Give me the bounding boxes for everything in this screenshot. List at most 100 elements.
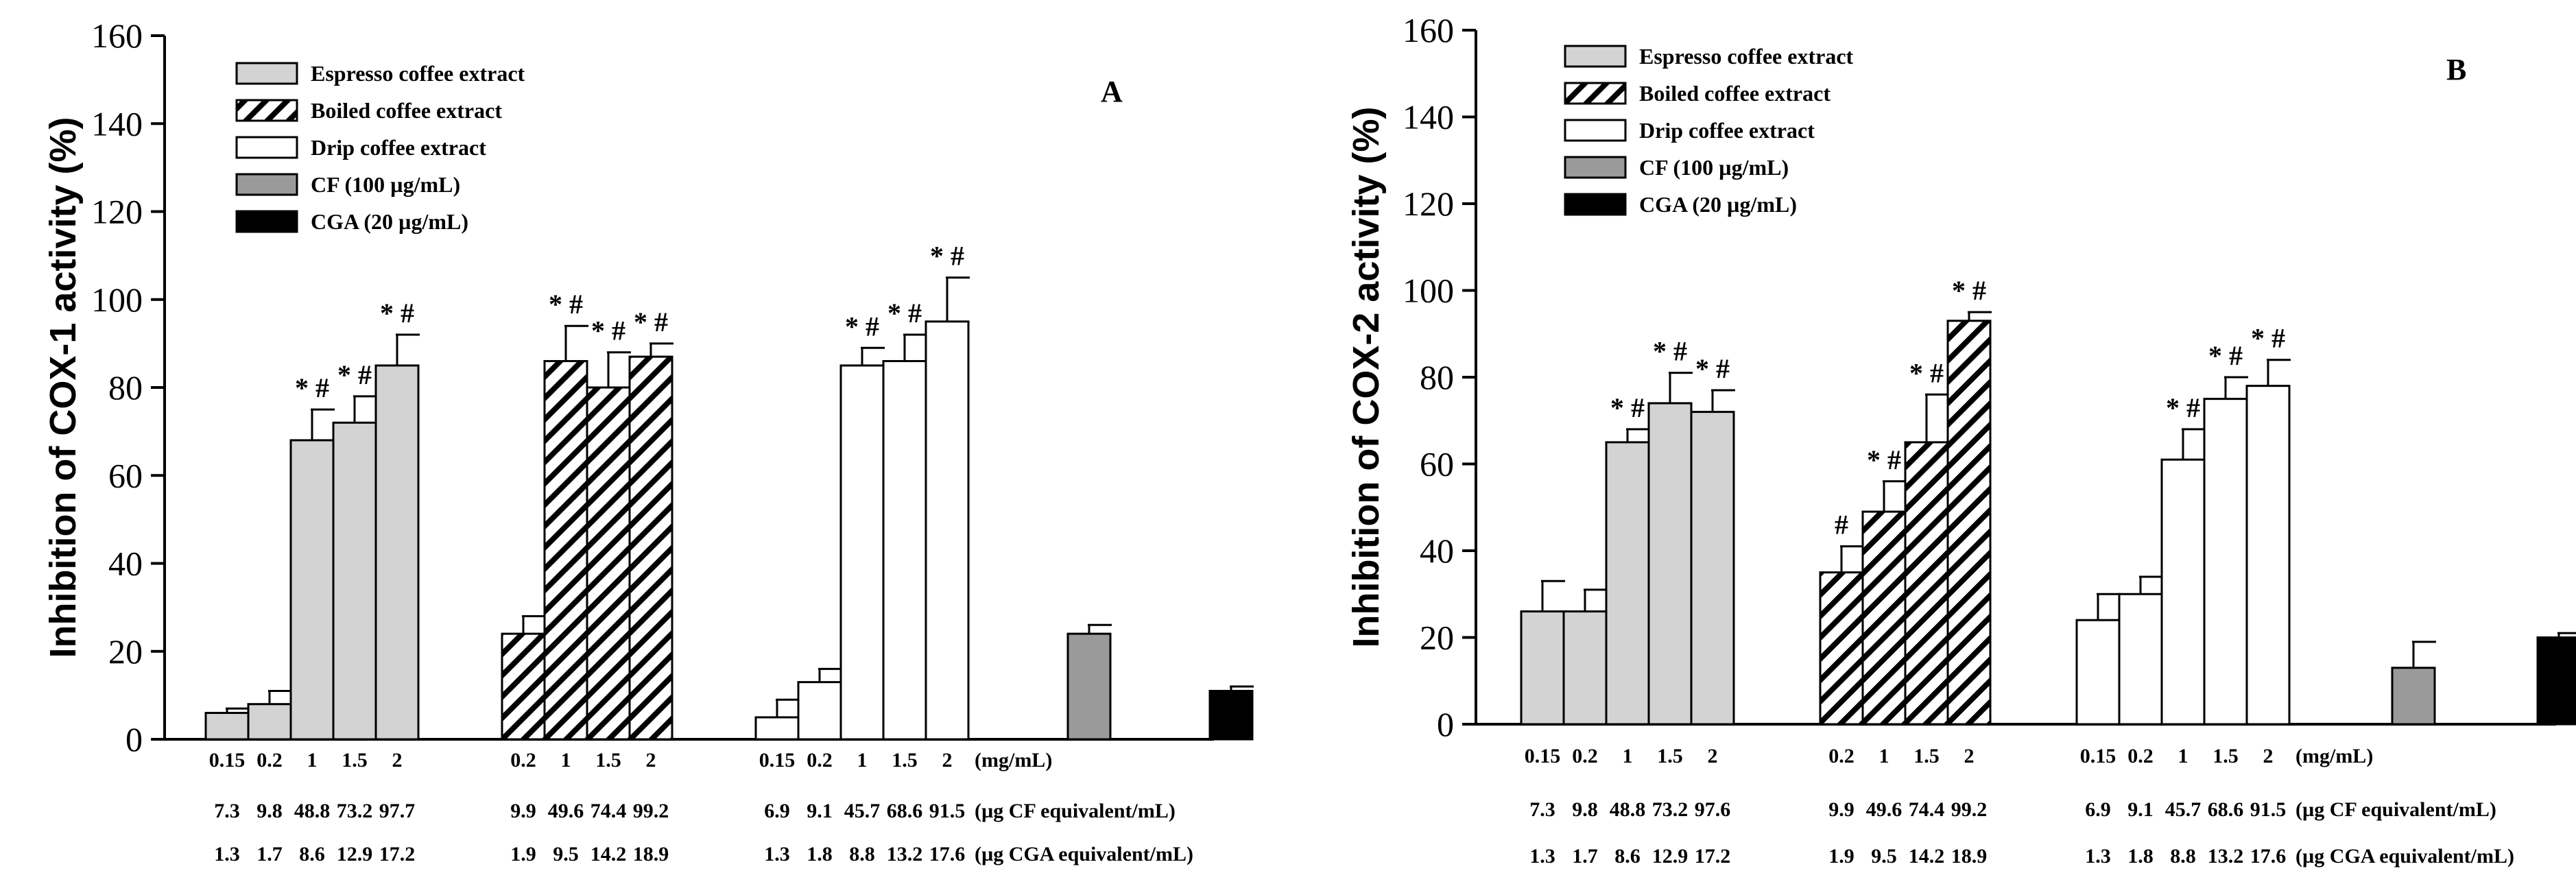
- x-tick-label: 9.1: [2127, 798, 2154, 821]
- legend-swatch-espresso: [235, 62, 298, 85]
- bar-boiled: [1904, 441, 1949, 726]
- y-tick-label: 160: [91, 16, 143, 55]
- legend-label-cga: CGA (20 µg/mL): [311, 209, 468, 234]
- x-tick-label: 8.6: [1614, 845, 1641, 868]
- y-tick-label: 20: [1420, 619, 1454, 657]
- significance-mark: * #: [2251, 323, 2285, 354]
- x-tick-label: 12.9: [1652, 845, 1689, 868]
- x-tick-label: 1.5: [892, 749, 918, 772]
- x-tick-label: 17.2: [1695, 845, 1731, 868]
- y-tick-label: 100: [91, 280, 143, 319]
- bar-espresso: [1605, 441, 1650, 726]
- x-tick-label: 1: [2178, 745, 2189, 767]
- x-tick-label: 0.2: [1572, 745, 1598, 767]
- chart-panel-a: 0 20 40 60 80 100 120 140 160 Inhibition of COX-1…: [43, 16, 1254, 865]
- x-tick-label: 0.15: [2080, 745, 2116, 767]
- x-unit-label: (µg CF equivalent/mL): [975, 800, 1176, 822]
- x-unit-label: (µg CGA equivalent/mL): [975, 843, 1193, 865]
- x-tick-label: 1.7: [257, 843, 283, 865]
- bar-espresso: [1690, 411, 1735, 726]
- y-tick-label: 100: [1403, 272, 1454, 310]
- x-tick-label: 0.15: [1525, 745, 1561, 767]
- legend-swatch-cga: [235, 210, 298, 233]
- legend-label-cf: CF (100 µg/mL): [1639, 155, 1789, 180]
- x-tick-label: 13.2: [887, 843, 923, 865]
- bar-drip: [925, 320, 970, 741]
- bar-drip: [2245, 385, 2291, 726]
- x-tick-label: 1.3: [764, 843, 790, 865]
- x-tick-label: 45.7: [2165, 798, 2202, 821]
- x-tick-label: 9.1: [807, 800, 833, 822]
- significance-mark: * #: [930, 241, 964, 272]
- significance-mark: * #: [1952, 275, 1986, 306]
- x-tick-label: 18.9: [633, 843, 669, 865]
- bar-drip: [754, 716, 800, 741]
- x-tick-label: 0.2: [1828, 745, 1855, 767]
- x-tick-label: 17.6: [2250, 845, 2287, 868]
- legend-swatch-boiled: [235, 99, 298, 122]
- x-unit-label: (mg/mL): [975, 749, 1052, 772]
- bar-drip: [839, 364, 885, 741]
- x-tick-label: 1.3: [2085, 845, 2111, 868]
- significance-mark: * #: [2208, 340, 2243, 371]
- legend-label-cf: CF (100 µg/mL): [311, 172, 460, 197]
- bar-espresso: [1562, 610, 1608, 726]
- significance-mark: * #: [845, 311, 879, 342]
- x-tick-label: 13.2: [2208, 845, 2244, 868]
- y-tick-label: 40: [1420, 531, 1454, 570]
- x-tick-label: 49.6: [1866, 798, 1903, 821]
- bar-drip: [882, 360, 927, 741]
- x-tick-label: 8.8: [2170, 845, 2196, 868]
- x-tick-label: 73.2: [1652, 798, 1689, 821]
- x-tick-label: 1.5: [1913, 745, 1940, 767]
- x-tick-label: 1.8: [2127, 845, 2154, 868]
- x-tick-label: 2: [942, 749, 953, 772]
- x-tick-label: 9.5: [1871, 845, 1897, 868]
- x-tick-label: 2: [1964, 745, 1975, 767]
- x-tick-label: 1.3: [214, 843, 240, 865]
- x-tick-label: 14.2: [1909, 845, 1945, 868]
- x-tick-label: 6.9: [764, 800, 790, 822]
- x-tick-label: 9.8: [257, 800, 283, 822]
- x-tick-label: 12.9: [337, 843, 373, 865]
- y-tick-label: 140: [91, 104, 143, 143]
- x-tick-label: 68.6: [887, 800, 923, 822]
- bar-boiled: [1861, 510, 1907, 726]
- significance-mark: * #: [1909, 357, 1944, 388]
- x-tick-label: 9.5: [553, 843, 579, 865]
- x-tick-label: 48.8: [1610, 798, 1646, 821]
- x-tick-label: 0.2: [2127, 745, 2154, 767]
- x-tick-label: 97.6: [1695, 798, 1731, 821]
- x-tick-label: 0.2: [807, 749, 833, 772]
- bar-boiled: [586, 386, 631, 741]
- bar-cf: [1066, 632, 1112, 741]
- panel-letter: B: [2446, 53, 2466, 86]
- significance-mark: * #: [591, 315, 625, 346]
- significance-mark: * #: [549, 289, 583, 320]
- x-tick-label: 1.7: [1572, 845, 1598, 868]
- x-tick-label: 74.4: [1909, 798, 1945, 821]
- bar-espresso: [1520, 610, 1565, 726]
- legend-swatch-cf: [235, 173, 298, 196]
- x-tick-label: 1.5: [342, 749, 368, 772]
- x-tick-label: 1.3: [1529, 845, 1555, 868]
- significance-mark: * #: [2166, 392, 2200, 423]
- bar-boiled: [1819, 571, 1864, 726]
- x-tick-label: 1: [1879, 745, 1889, 767]
- x-tick-label: 1: [857, 749, 868, 772]
- x-tick-label: 14.2: [591, 843, 627, 865]
- panel-letter: A: [1101, 75, 1123, 108]
- y-tick-label: 140: [1403, 98, 1454, 136]
- x-unit-label: (mg/mL): [2295, 745, 2373, 767]
- legend-label-boiled: Boiled coffee extract: [311, 98, 502, 123]
- bar-cga: [2536, 636, 2576, 726]
- significance-mark: #: [1835, 510, 1848, 540]
- bar-boiled: [1946, 320, 1992, 726]
- x-tick-label: 2: [392, 749, 403, 772]
- bar-espresso: [247, 703, 292, 741]
- legend-label-espresso: Espresso coffee extract: [1639, 44, 1854, 69]
- y-tick-label: 80: [1420, 358, 1454, 396]
- y-axis-title: Inhibition of COX-2 activity (%): [1346, 106, 1387, 647]
- x-tick-label: 49.6: [548, 800, 584, 822]
